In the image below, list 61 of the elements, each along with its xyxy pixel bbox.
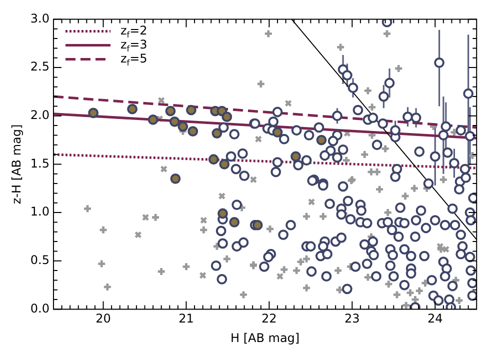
point [219,159,230,170]
point [348,82,358,94]
point [434,58,444,68]
point [188,126,198,137]
point [390,125,400,136]
point [449,158,460,168]
point [463,88,474,99]
point [284,100,292,107]
y-tick-label: 0.5 [30,252,50,267]
point [222,112,232,122]
point [410,112,422,123]
point [165,106,176,116]
point [212,128,222,138]
point [142,214,150,222]
x-tick-label: 24 [427,312,443,326]
point [252,220,263,230]
y-tick-label: 3.0 [30,11,50,26]
point [464,130,476,142]
point [218,192,226,200]
point [186,104,196,116]
point [250,176,258,184]
point [276,272,284,280]
point [218,208,228,219]
x-tick-label: 23 [344,312,360,326]
point [254,135,262,143]
point [378,91,389,102]
point [170,174,181,184]
point [160,165,168,173]
y-tick-label: 2.5 [30,60,50,74]
point [156,115,164,122]
point [208,154,219,165]
x-tick-label: 21 [178,312,194,326]
point [229,217,240,228]
point [88,108,99,118]
point [290,151,301,162]
point [438,130,449,140]
y-tick-label: 1.0 [30,204,50,219]
point [402,112,413,122]
point [148,114,158,125]
point [272,127,283,138]
y-tick-label: 2.0 [30,108,50,122]
point [158,96,166,104]
point [430,151,440,162]
point [169,116,180,127]
point [384,78,395,88]
point [127,104,138,114]
point [342,70,352,80]
point [332,110,342,122]
point [199,272,206,280]
point [134,231,142,238]
point [200,216,208,224]
point [308,198,316,206]
y-axis-title: z-H [AB mag] [9,124,24,204]
point [178,121,188,132]
point [440,121,452,132]
x-tick-label: 20 [96,312,111,326]
x-axis-title: H [AB mag] [230,330,300,345]
y-tick-label: 1.5 [30,156,50,170]
point [316,134,327,146]
y-tick-label: 0.0 [30,301,50,316]
x-tick-label: 22 [262,312,277,326]
